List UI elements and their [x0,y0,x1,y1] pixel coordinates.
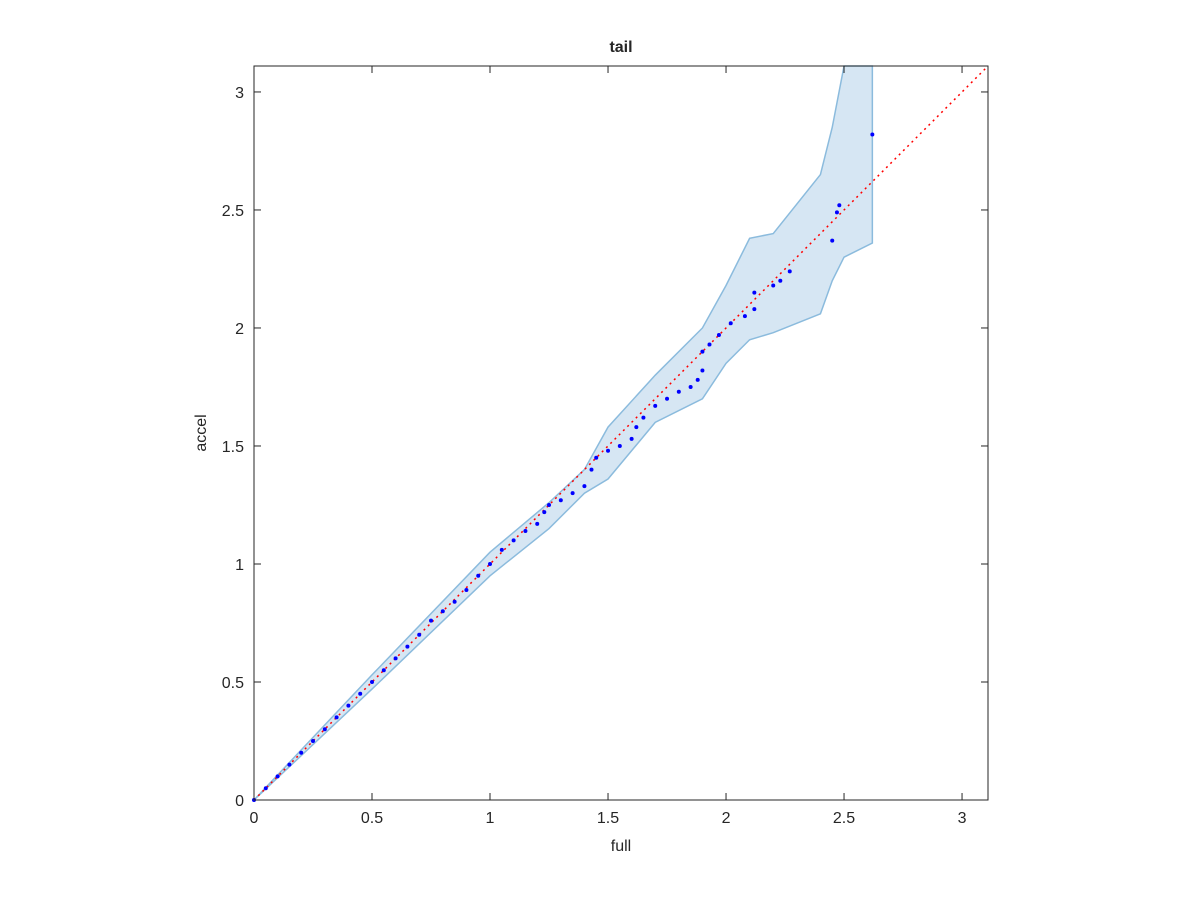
y-tick-label: 2.5 [222,203,244,220]
point [358,691,363,696]
point [837,203,842,208]
x-tick-label: 3 [958,810,967,827]
reference-line [253,65,989,801]
point [275,774,280,779]
point [476,573,481,578]
point [665,396,670,401]
point [787,269,792,274]
y-tick-label: 0 [235,793,244,810]
point [742,314,747,319]
y-axis-label: accel [193,414,210,451]
point [322,727,327,732]
x-tick-label: 2.5 [833,810,855,827]
y-tick-label: 1 [235,557,244,574]
point [707,342,712,347]
point [417,632,422,637]
point [440,609,445,614]
point [629,436,634,441]
point [393,656,398,661]
point [405,644,410,649]
point [830,238,835,243]
point [299,750,304,755]
y-tick-label: 0.5 [222,675,244,692]
point [606,448,611,453]
y-tick-label: 1.5 [222,439,244,456]
point [589,467,594,472]
point [287,762,292,767]
point [752,307,757,312]
point [778,278,783,283]
point [511,538,516,543]
point [653,403,658,408]
x-tick-label: 0.5 [361,810,383,827]
chart-title: tail [609,39,632,56]
axes-box [253,65,989,801]
point [334,715,339,720]
point [870,132,875,137]
point [676,389,681,394]
point [464,587,469,592]
point [752,290,757,295]
point [695,377,700,382]
point [381,668,386,673]
point [263,786,268,791]
point [488,561,493,566]
x-tick-label: 2 [722,810,731,827]
point [834,210,839,215]
point [370,679,375,684]
point [452,599,457,604]
x-tick-label: 1 [486,810,495,827]
x-axis-label: full [611,838,631,855]
point [688,384,693,389]
point [558,498,563,503]
point [728,321,733,326]
x-tick-label: 1.5 [597,810,619,827]
point [617,443,622,448]
point [716,333,721,338]
point [542,510,547,515]
confidence-band [253,65,874,801]
point [570,491,575,496]
y-tick-label: 2 [235,321,244,338]
point [429,618,434,623]
point [346,703,351,708]
point [700,368,705,373]
point [499,547,504,552]
y-tick-label: 3 [235,85,244,102]
point [582,484,587,489]
point [523,528,528,533]
x-tick-label: 0 [250,810,259,827]
point [641,415,646,420]
point [311,738,316,743]
point [594,455,599,460]
point [547,502,552,507]
point [771,283,776,288]
point [634,425,639,430]
point [535,521,540,526]
point [700,349,705,354]
